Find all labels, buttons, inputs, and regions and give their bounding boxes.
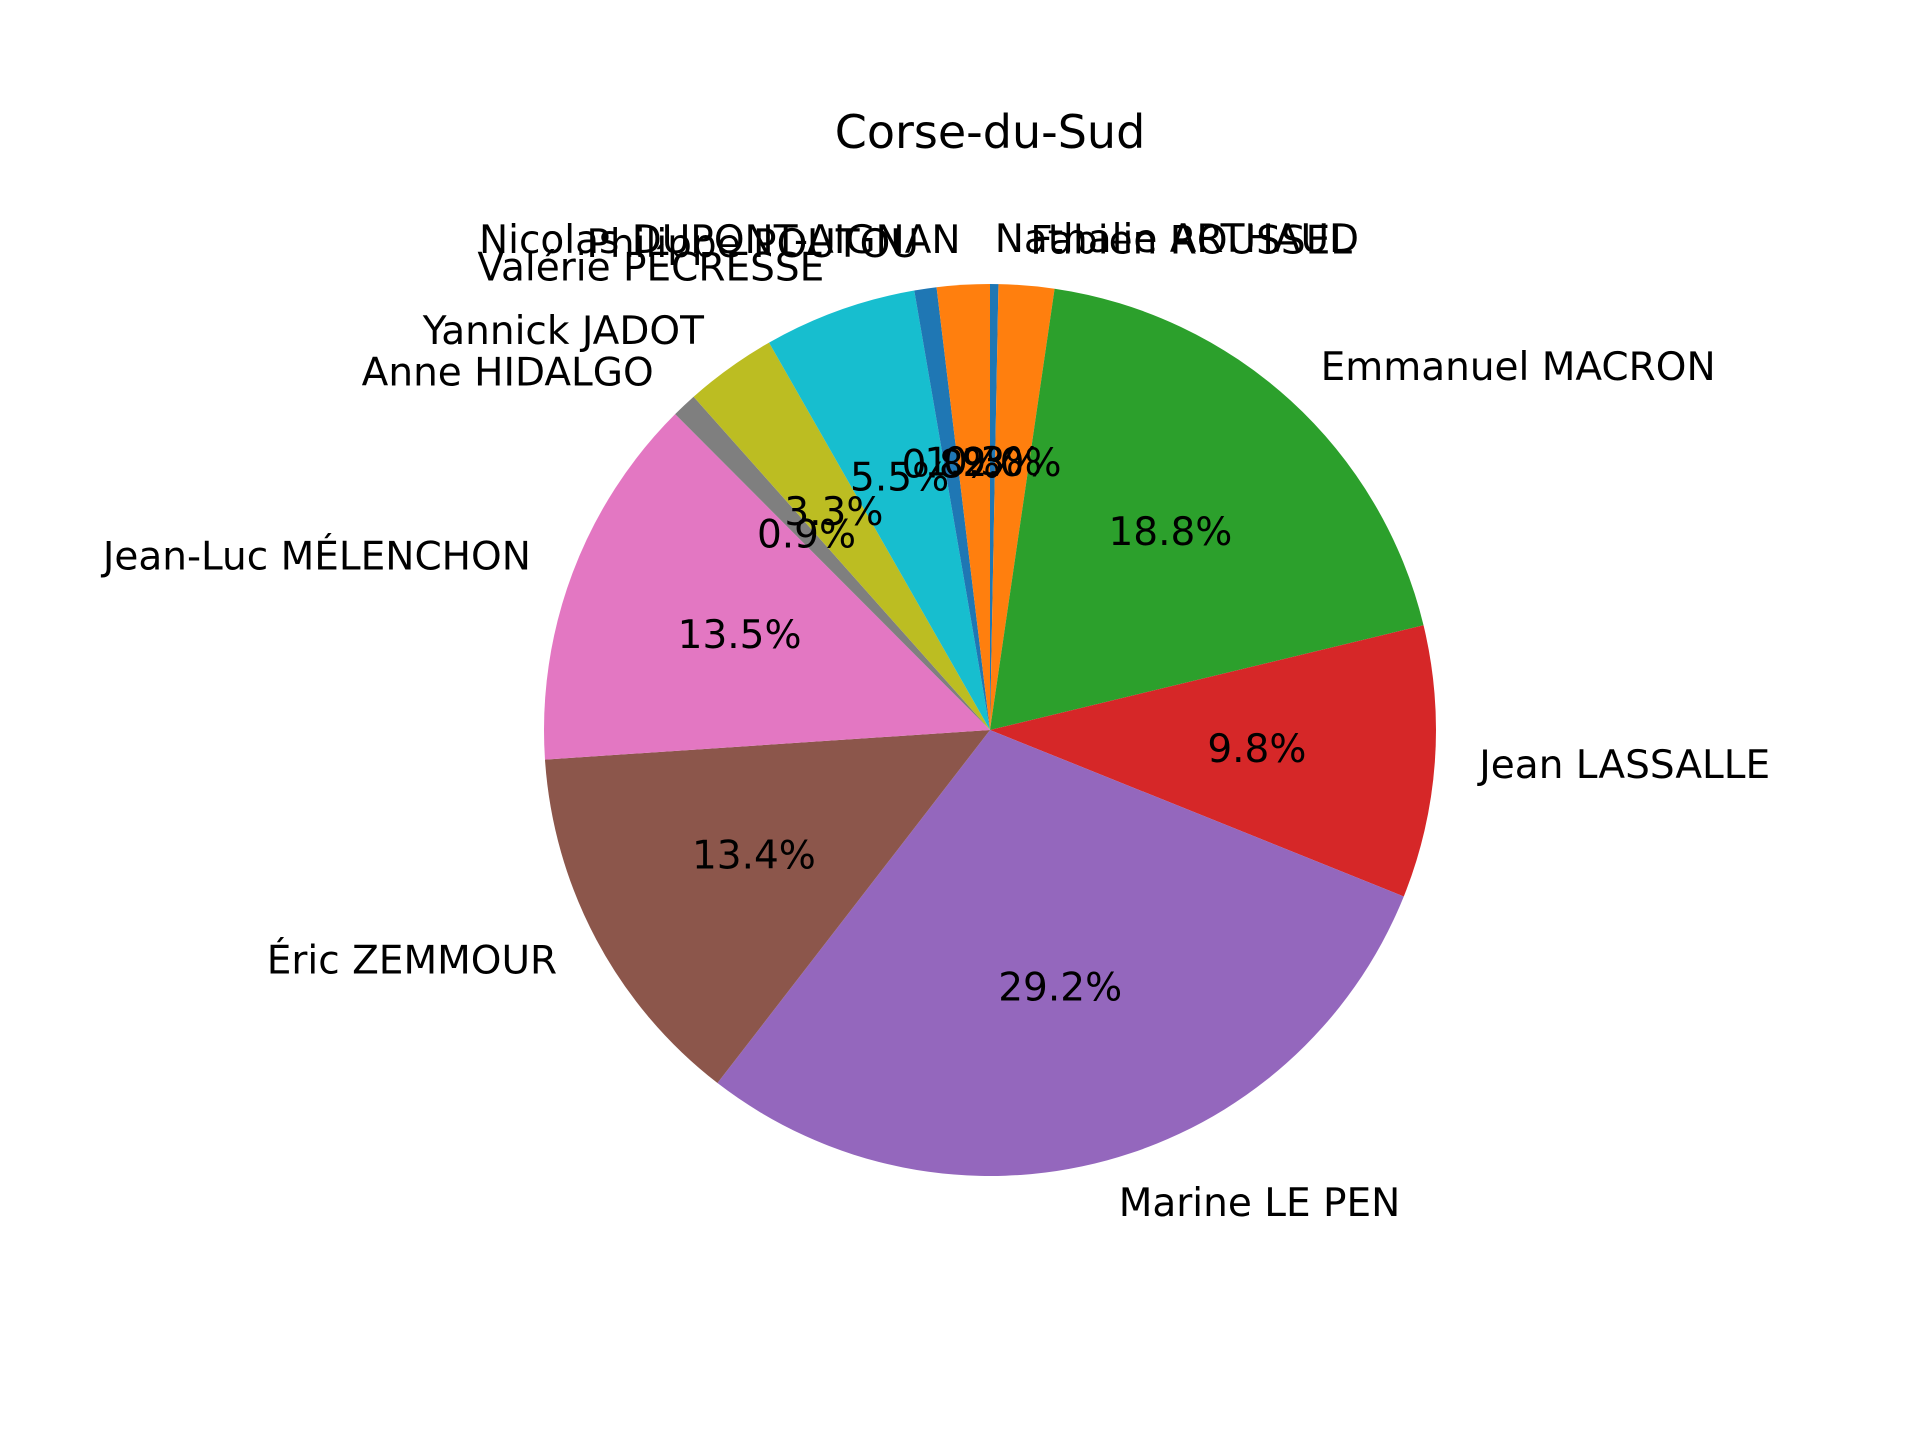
slice-philippe-poutou <box>914 287 990 730</box>
chart-title: Corse-du-Sud <box>835 105 1146 159</box>
pct-label-jean-lassalle: 9.8% <box>1207 727 1306 772</box>
slice-yannick-jadot <box>693 342 990 730</box>
slice-label-eric-zemmour: Éric ZEMMOUR <box>267 936 557 983</box>
slice-label-jean-luc-melenchon: Jean-Luc MÉLENCHON <box>100 533 531 580</box>
slice-jean-luc-melenchon <box>543 414 990 760</box>
pct-label-yannick-jadot: 3.3% <box>784 490 883 535</box>
pct-label-nicolas-dupont-aignan: 1.9% <box>924 440 1023 485</box>
slice-label-marine-le-pen: Marine LE PEN <box>1119 1181 1401 1226</box>
pct-label-eric-zemmour: 13.4% <box>692 833 816 878</box>
pct-label-nathalie-arthaud: 0.3% <box>943 440 1042 485</box>
slice-eric-zemmour <box>544 730 990 1084</box>
pct-label-emmanuel-macron: 18.8% <box>1108 510 1232 555</box>
slice-fabien-roussel <box>990 284 1055 730</box>
slice-nathalie-arthaud <box>990 284 999 730</box>
slice-label-jean-lassalle: Jean LASSALLE <box>1476 743 1770 788</box>
slice-label-nathalie-arthaud: Nathalie ARTHAUD <box>995 217 1359 262</box>
slice-anne-hidalgo <box>675 396 990 730</box>
slice-nicolas-dupont-aignan <box>936 284 990 730</box>
slice-label-anne-hidalgo: Anne HIDALGO <box>362 350 654 395</box>
pct-label-anne-hidalgo: 0.9% <box>757 513 856 558</box>
slice-jean-lassalle <box>990 625 1437 897</box>
pct-label-philippe-poutou: 0.8% <box>902 443 1001 488</box>
slice-emmanuel-macron <box>990 288 1424 730</box>
pct-label-marine-le-pen: 29.2% <box>998 966 1122 1011</box>
pct-label-valerie-pecresse: 5.5% <box>850 456 949 501</box>
percent-labels: 0.3%2.0% 18.8% 9.8% 29.2% 13.4% 13.5% 0.9%3.3%… <box>678 440 1307 1011</box>
slice-label-fabien-roussel: Fabien ROUSSEL <box>1030 219 1352 264</box>
slice-valerie-pecresse <box>769 290 990 730</box>
slice-label-yannick-jadot: Yannick JADOT <box>422 309 704 354</box>
pct-label-fabien-roussel: 2.0% <box>962 441 1061 486</box>
slice-label-valerie-pecresse: Valérie PÉCRESSE <box>477 244 824 291</box>
slice-label-nicolas-dupont-aignan: Nicolas DUPONT-AIGNAN <box>479 218 961 263</box>
slice-label-philippe-poutou: Philippe POUTOU <box>586 222 918 267</box>
slice-marine-le-pen <box>717 730 1404 1177</box>
pct-label-jean-luc-melenchon: 13.5% <box>678 613 802 658</box>
pie-slices <box>543 284 1437 1177</box>
slice-label-emmanuel-macron: Emmanuel MACRON <box>1321 345 1716 390</box>
